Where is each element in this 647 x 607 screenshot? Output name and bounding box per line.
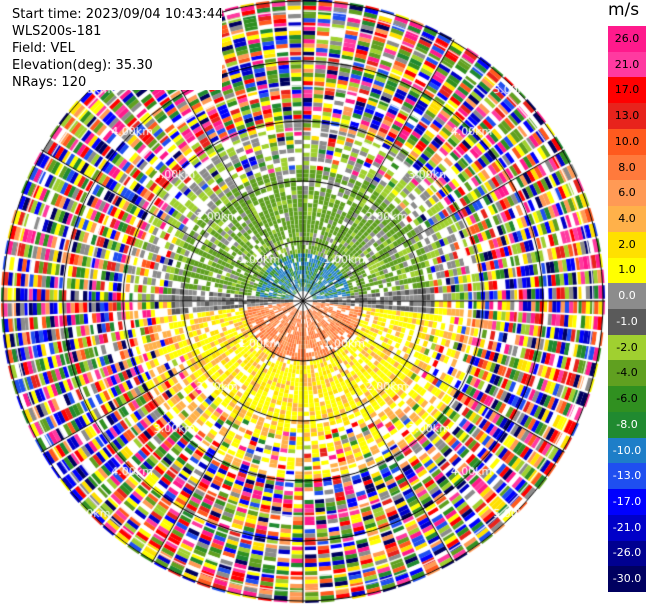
colorbar-tick-label: 8.0 — [618, 160, 636, 174]
colorbar-tick-label: 17.0 — [614, 83, 640, 97]
colorbar-tick-label: 0.0 — [618, 289, 636, 303]
colorbar-tick-label: 6.0 — [618, 186, 636, 200]
info-box — [8, 4, 222, 90]
colorbar-tick-label: -26.0 — [612, 546, 642, 560]
colorbar-segment — [608, 514, 646, 542]
colorbar-segment — [608, 206, 646, 233]
colorbar-tick-label: -30.0 — [612, 572, 642, 586]
colorbar-segment — [608, 77, 646, 104]
colorbar-tick-label: 13.0 — [614, 109, 640, 123]
colorbar-segment — [608, 463, 646, 490]
colorbar-segment — [608, 489, 646, 516]
colorbar-tick-label: 26.0 — [614, 31, 640, 45]
colorbar-tick-label: -13.0 — [612, 469, 642, 483]
colorbar-segment — [608, 283, 646, 310]
colorbar-segment — [608, 437, 646, 464]
colorbar-tick-label: -4.0 — [616, 366, 638, 380]
colorbar-segment — [608, 51, 646, 78]
colorbar-segment — [608, 26, 646, 53]
colorbar-segment — [608, 411, 646, 439]
colorbar-tick-label: 21.0 — [614, 57, 640, 71]
colorbar-tick-label: -21.0 — [612, 520, 642, 534]
colorbar-segment — [608, 566, 646, 593]
start-time-label: Start time: 2023/09/04 10:43:44 — [12, 7, 224, 22]
colorbar-tick-label: -17.0 — [612, 494, 642, 508]
colorbar-tick-label: 2.0 — [618, 237, 636, 251]
colorbar-segment — [608, 309, 646, 336]
colorbar-tick-label: 10.0 — [614, 134, 640, 148]
elevation-label: Elevation(deg): 35.30 — [12, 58, 153, 73]
colorbar-tick-label: -8.0 — [616, 417, 638, 431]
nrays-label: NRays: 120 — [12, 75, 87, 90]
colorbar-segment — [608, 257, 646, 284]
colorbar-unit: m/s — [608, 0, 640, 20]
colorbar-segment — [608, 128, 646, 156]
colorbar-segment — [608, 154, 646, 181]
colorbar-tick-label: 4.0 — [618, 211, 636, 225]
colorbar-tick-label: -10.0 — [612, 443, 642, 457]
colorbar-segment — [608, 231, 646, 259]
colorbar-segment — [608, 180, 646, 207]
colorbar-tick-label: -2.0 — [616, 340, 638, 354]
colorbar-segment — [608, 360, 646, 387]
colorbar-segment — [608, 540, 646, 567]
colorbar-segment — [608, 334, 646, 361]
colorbar-tick-label: -1.0 — [616, 314, 638, 328]
colorbar-tick-label: 1.0 — [618, 263, 636, 277]
field-label: Field: VEL — [12, 41, 75, 56]
colorbar-tick-label: -6.0 — [616, 392, 638, 406]
instrument-label: WLS200s-181 — [12, 24, 102, 39]
colorbar-segment — [608, 103, 646, 130]
colorbar-segment — [608, 386, 646, 413]
